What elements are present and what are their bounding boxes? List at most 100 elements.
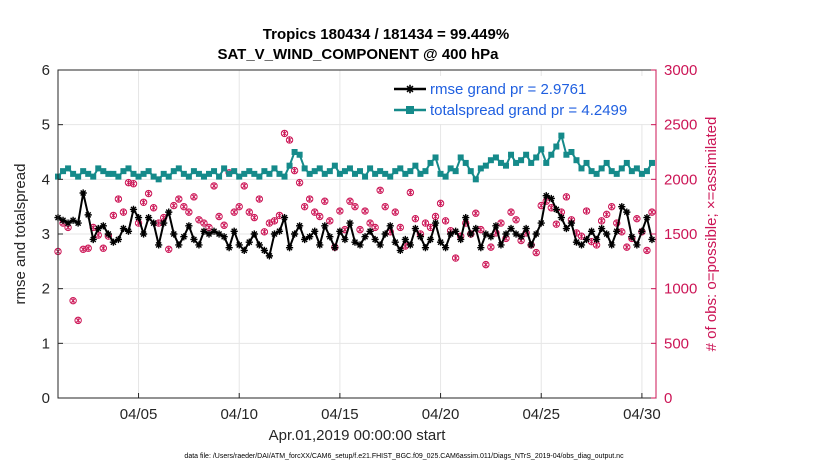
obs-point <box>482 260 490 269</box>
totalspread-point <box>518 157 525 164</box>
rmse-point <box>552 205 560 213</box>
totalspread-point <box>543 159 550 166</box>
totalspread-point <box>321 170 328 177</box>
totalspread-point <box>65 165 72 172</box>
obs-assimilated-marker <box>483 261 489 268</box>
obs-assimilated-marker <box>377 187 383 194</box>
obs-possible-marker <box>441 217 450 225</box>
rmse-point <box>452 227 460 235</box>
obs-assimilated-marker <box>619 228 625 235</box>
obs-assimilated-marker <box>176 196 182 203</box>
y-axis-label: rmse and totalspread <box>12 164 29 305</box>
obs-assimilated-marker <box>166 246 172 253</box>
obs-point <box>608 202 616 211</box>
obs-possible-marker <box>149 204 158 212</box>
obs-assimilated-marker <box>372 224 378 231</box>
rmse-point <box>396 246 404 254</box>
obs-assimilated-marker <box>508 209 514 216</box>
totalspread-point <box>618 165 625 172</box>
legend-rmse-marker <box>405 84 415 94</box>
obs-possible-marker <box>608 202 616 211</box>
rmse-point <box>64 219 72 227</box>
y-right-tick-label: 500 <box>664 335 689 352</box>
series-obs-possible <box>54 129 656 325</box>
obs-point <box>74 316 82 325</box>
y-right-tick-label: 1500 <box>664 226 697 243</box>
totalspread-point <box>462 159 469 166</box>
obs-possible-marker <box>406 188 415 197</box>
rmse-point <box>356 241 364 249</box>
obs-possible-marker <box>255 195 264 203</box>
obs-assimilated-marker <box>231 209 237 216</box>
totalspread-point <box>190 168 197 175</box>
totalspread-point <box>236 173 243 180</box>
obs-point <box>477 225 485 234</box>
rmse-point <box>346 219 354 227</box>
rmse-point <box>285 244 294 252</box>
obs-assimilated-marker <box>70 297 76 304</box>
obs-assimilated-marker <box>130 180 137 187</box>
rmse-point <box>145 214 153 222</box>
rmse-point <box>462 214 470 222</box>
totalspread-point <box>346 165 353 172</box>
obs-assimilated-marker <box>301 203 308 210</box>
rmse-point <box>366 227 374 235</box>
rmse-point <box>79 189 87 197</box>
obs-point <box>175 195 183 203</box>
rmse-point <box>401 235 409 244</box>
totalspread-point <box>221 165 228 172</box>
obs-possible-marker <box>316 212 324 221</box>
rmse-point <box>613 227 621 235</box>
legend-box <box>388 76 654 124</box>
totalspread-point <box>281 173 288 180</box>
obs-assimilated-marker <box>306 196 313 203</box>
rmse-point <box>608 241 616 249</box>
obs-point <box>356 225 364 234</box>
obs-possible-marker <box>74 316 82 325</box>
obs-assimilated-marker <box>412 215 419 222</box>
obs-point <box>195 216 203 224</box>
totalspread-point <box>568 149 575 155</box>
obs-assimilated-marker <box>327 217 333 224</box>
totalspread-point <box>351 170 358 177</box>
obs-possible-marker <box>396 223 404 232</box>
obs-point <box>114 195 123 203</box>
totalspread-point <box>331 162 338 169</box>
rmse-point <box>306 233 314 241</box>
rmse-point <box>542 192 550 200</box>
totalspread-point <box>558 132 565 139</box>
obs-point <box>411 214 420 223</box>
data-file-footnote: data file: /Users/raeder/DAI/ATM_forcXX/… <box>184 453 624 460</box>
obs-point <box>451 254 460 262</box>
totalspread-point <box>633 165 640 172</box>
x-axis-label: Apr.01,2019 00:00:00 start <box>269 427 447 444</box>
rmse-point <box>336 227 344 235</box>
rmse-point <box>240 246 248 254</box>
obs-point <box>69 296 77 305</box>
rmse-point <box>371 235 379 244</box>
rmse-point <box>99 222 107 230</box>
obs-point <box>381 202 389 211</box>
totalspread-point <box>231 168 238 175</box>
obs-possible-marker <box>215 212 223 221</box>
obs-possible-marker <box>623 243 631 251</box>
rmse-point <box>512 230 520 238</box>
rmse-point <box>341 235 349 244</box>
totalspread-point <box>457 154 464 161</box>
totalspread-point <box>533 154 540 161</box>
obs-assimilated-marker <box>246 209 252 216</box>
totalspread-point <box>573 157 580 164</box>
totalspread-point <box>472 176 479 183</box>
obs-assimilated-marker <box>578 233 585 240</box>
obs-point <box>270 217 279 225</box>
obs-point <box>165 245 173 254</box>
totalspread-point <box>548 151 555 158</box>
y-right-tick-label: 0 <box>664 390 672 407</box>
obs-possible-marker <box>230 208 238 216</box>
x-axis-ticks: 04/05 04/10 04/15 04/20 04/25 04/30 <box>120 393 661 423</box>
obs-assimilated-marker <box>473 210 479 217</box>
obs-assimilated-marker <box>145 190 152 197</box>
obs-assimilated-marker <box>608 203 615 210</box>
obs-assimilated-marker <box>201 220 207 227</box>
rmse-point <box>160 219 168 227</box>
